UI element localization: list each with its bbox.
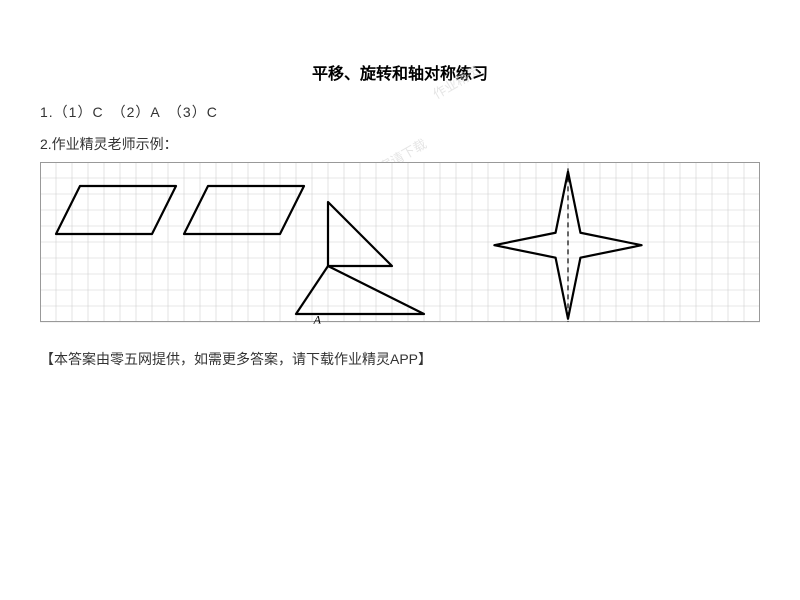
diagram-svg: A	[40, 162, 760, 337]
footer-text: 【本答案由零五网提供，如需更多答案，请下载作业精灵APP】	[40, 349, 760, 369]
answer-line-1: 1.（1）C （2）A （3）C	[40, 102, 760, 122]
svg-text:A: A	[313, 313, 322, 327]
answer-line-2: 2.作业精灵老师示例：	[40, 134, 760, 154]
geometry-diagram: A	[40, 162, 760, 337]
page-title: 平移、旋转和轴对称练习	[40, 60, 760, 84]
